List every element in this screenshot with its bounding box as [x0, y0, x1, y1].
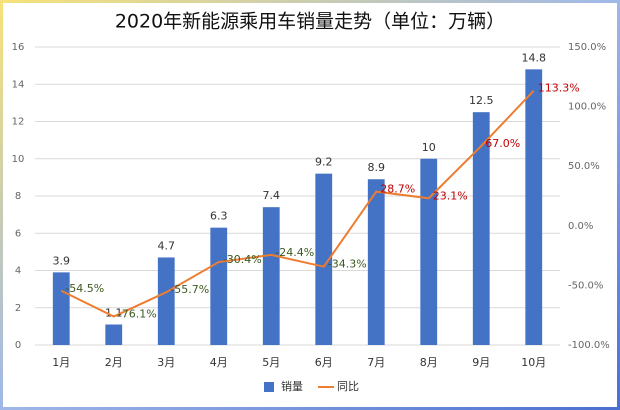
line-value-label: 113.3% — [538, 82, 580, 95]
y-tick-label: 2 — [15, 303, 21, 314]
y-tick-label: 6 — [15, 228, 21, 239]
line-value-label: -55.7% — [170, 283, 209, 296]
y-tick-label: 8 — [15, 191, 21, 202]
x-tick-label: 3月 — [157, 356, 175, 369]
y-tick-label: 16 — [12, 42, 25, 53]
bar-value-label: 9.2 — [315, 156, 333, 169]
x-tick-label: 9月 — [472, 356, 490, 369]
legend-swatch — [264, 382, 274, 392]
bar-value-label: 4.7 — [158, 239, 176, 252]
y-tick-label: 10 — [12, 154, 25, 165]
line-value-label: -30.4% — [223, 253, 262, 266]
bar — [210, 227, 228, 345]
line-value-label: -54.5% — [65, 282, 104, 295]
y-tick-label: 4 — [15, 266, 21, 277]
y-tick-label: 14 — [12, 79, 25, 90]
bar — [472, 112, 490, 345]
bar — [420, 158, 438, 345]
line-value-label: 23.1% — [433, 189, 468, 202]
x-tick-label: 4月 — [210, 356, 228, 369]
bar — [52, 272, 70, 345]
line — [60, 90, 535, 318]
bar-value-label: 3.9 — [53, 254, 71, 267]
legend-label: 同比 — [337, 380, 359, 393]
bar — [525, 69, 543, 345]
bar — [262, 207, 280, 345]
x-tick-label: 5月 — [262, 356, 280, 369]
y2-tick-label: 50.0% — [568, 161, 600, 172]
bar — [315, 173, 333, 345]
line-value-label: 67.0% — [485, 137, 520, 150]
bar — [105, 324, 123, 345]
y2-tick-label: -50.0% — [568, 280, 603, 291]
x-tick-label: 6月 — [315, 356, 333, 369]
bar-value-label: 1.1 — [105, 307, 123, 320]
y2-tick-label: 0.0% — [568, 221, 593, 232]
y-tick-label: 0 — [15, 340, 21, 351]
line-value-label: -24.4% — [275, 246, 314, 259]
x-tick-label: 8月 — [420, 356, 438, 369]
bar-value-label: 8.9 — [368, 161, 386, 174]
x-tick-label: 7月 — [367, 356, 385, 369]
bar — [367, 179, 385, 345]
chart-title: 2020年新能源乘用车销量走势（单位：万辆） — [115, 11, 505, 33]
bar-value-label: 14.8 — [522, 51, 547, 64]
y-tick-label: 12 — [12, 117, 25, 128]
line-value-label: -34.3% — [328, 258, 367, 271]
x-tick-label: 2月 — [105, 356, 123, 369]
bar-value-label: 12.5 — [469, 94, 494, 107]
y2-tick-label: 100.0% — [568, 102, 606, 113]
y2-tick-label: -100.0% — [568, 340, 610, 351]
x-tick-label: 1月 — [52, 356, 70, 369]
bar — [157, 257, 175, 345]
x-tick-label: 10月 — [521, 356, 546, 369]
bar-value-label: 7.4 — [263, 189, 281, 202]
line-value-label: 28.7% — [380, 183, 415, 196]
y2-tick-label: 150.0% — [568, 42, 606, 53]
line-value-label: -76.1% — [118, 308, 157, 321]
bar-value-label: 6.3 — [210, 210, 228, 223]
legend-label: 销量 — [281, 379, 303, 393]
bar-value-label: 10 — [422, 141, 436, 154]
